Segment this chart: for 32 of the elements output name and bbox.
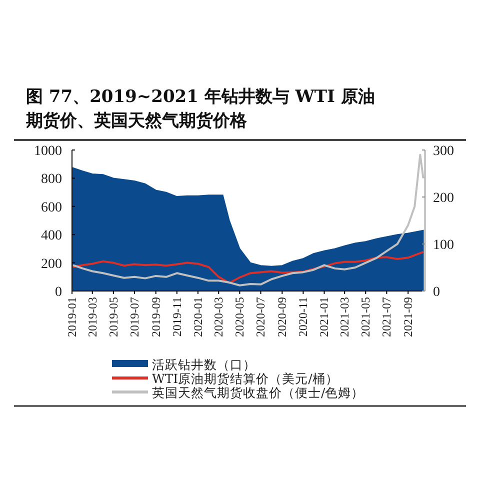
y-tick-label: 800 [41, 172, 62, 188]
x-tick-label: 2019-09 [148, 297, 163, 337]
y-tick-label: 400 [41, 228, 62, 244]
y2-tick-label: 100 [433, 238, 454, 253]
chart-title: 图 77、2019~2021 年钻井数与 WTI 原油期货价、英国天然气期货价格 [25, 87, 375, 131]
x-tick-label: 2019-01 [65, 297, 79, 337]
legend-label: 活跃钻井数（口） [152, 357, 256, 372]
y2-tick-label: 0 [433, 285, 440, 300]
y2-tick-label: 300 [433, 144, 454, 159]
legend-label: WTI原油期货结算价（美元/桶） [152, 371, 338, 386]
x-tick-label: 2019-07 [127, 297, 142, 337]
x-tick-label: 2020-07 [254, 297, 268, 337]
x-tick-label: 2020-01 [190, 297, 205, 337]
y-tick-label: 600 [41, 200, 62, 216]
line-series [72, 250, 424, 284]
x-tick-label: 2021-03 [338, 297, 352, 337]
legend-label: 英国天然气期货收盘价（便士/色姆） [152, 385, 364, 400]
x-tick-label: 2019-03 [85, 297, 100, 337]
x-tick-label: 2021-05 [358, 297, 373, 337]
x-tick-label: 2020-05 [232, 297, 247, 337]
y-tick-label: 1000 [34, 144, 62, 159]
x-tick-label: 2021-07 [380, 297, 394, 337]
x-tick-label: 2020-03 [212, 297, 226, 337]
y-tick-label: 200 [41, 256, 62, 272]
x-tick-label: 2019-11 [170, 297, 184, 337]
y2-tick-label: 200 [433, 191, 454, 206]
x-tick-label: 2019-05 [106, 297, 120, 337]
x-tick-label: 2020-11 [296, 297, 310, 337]
x-tick-label: 2021-01 [317, 297, 332, 337]
x-tick-label: 2021-09 [401, 297, 416, 337]
y-tick-label: 0 [55, 285, 62, 300]
x-tick-label: 2020-09 [275, 297, 290, 337]
